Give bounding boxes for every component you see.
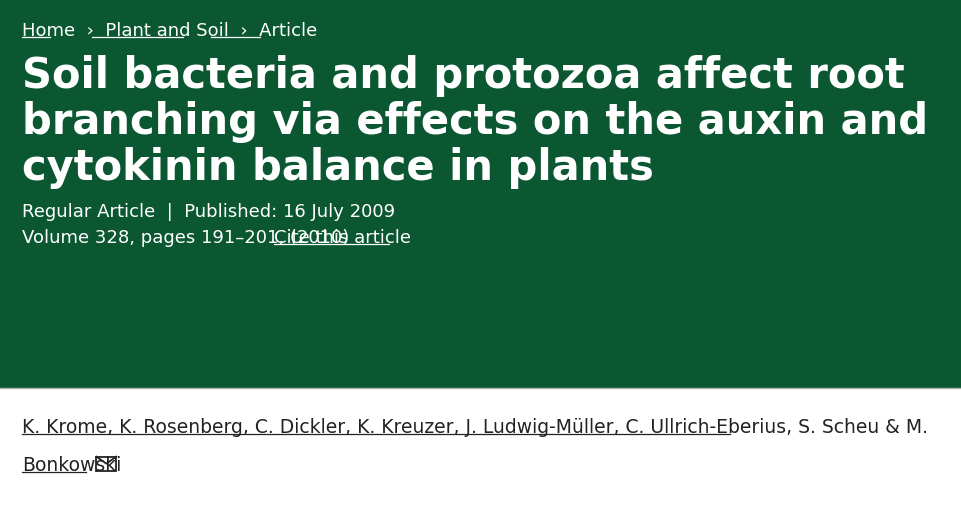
Text: Bonkowski: Bonkowski: [22, 456, 121, 475]
Text: Cite this article: Cite this article: [274, 229, 410, 247]
Bar: [96, 457, 116, 470]
Text: Volume 328, pages 191–201, (2010): Volume 328, pages 191–201, (2010): [22, 229, 372, 247]
Bar: [0, 0, 961, 388]
Bar: [0, 388, 961, 531]
Text: Regular Article  |  Published: 16 July 2009: Regular Article | Published: 16 July 200…: [22, 203, 395, 221]
Text: Soil bacteria and protozoa affect root: Soil bacteria and protozoa affect root: [22, 55, 904, 97]
Text: Home  ›  Plant and Soil  ›  Article: Home › Plant and Soil › Article: [22, 22, 317, 40]
Text: K. Krome, K. Rosenberg, C. Dickler, K. Kreuzer, J. Ludwig-Müller, C. Ullrich-Ebe: K. Krome, K. Rosenberg, C. Dickler, K. K…: [22, 417, 928, 436]
Text: cytokinin balance in plants: cytokinin balance in plants: [22, 147, 653, 189]
Text: branching via effects on the auxin and: branching via effects on the auxin and: [22, 101, 928, 143]
